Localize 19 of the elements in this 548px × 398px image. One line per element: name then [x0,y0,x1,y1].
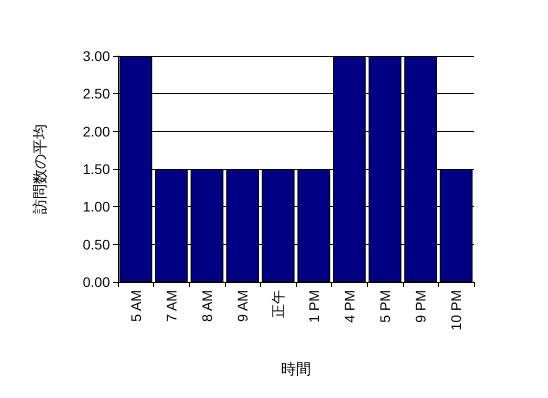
y-tick-label: 1.50 [82,161,110,177]
y-tick-label: 0.50 [82,236,110,252]
y-tick-label: 1.00 [82,198,110,215]
y-axis-title: 訪問数の平均 [32,124,49,214]
x-tick-label: 1 PM [306,290,322,323]
y-tick-label: 2.00 [82,123,110,140]
x-tick-label: 5 AM [128,290,144,322]
x-tick-label: 8 AM [199,290,215,322]
x-tick-label: 9 PM [412,290,429,323]
y-tick-label: 2.50 [82,86,110,102]
x-tick-label: 9 AM [234,290,251,322]
x-axis-title: 時間 [281,361,311,378]
x-tick-label: 5 PM [377,290,393,323]
y-tick-label: 3.00 [82,48,110,64]
x-tick-label: 正午 [270,290,286,318]
x-tick-label: 4 PM [341,290,358,323]
x-tick-label: 10 PM [448,290,464,330]
y-tick-label: 0.00 [82,274,110,290]
x-tick-label: 7 AM [163,290,180,322]
